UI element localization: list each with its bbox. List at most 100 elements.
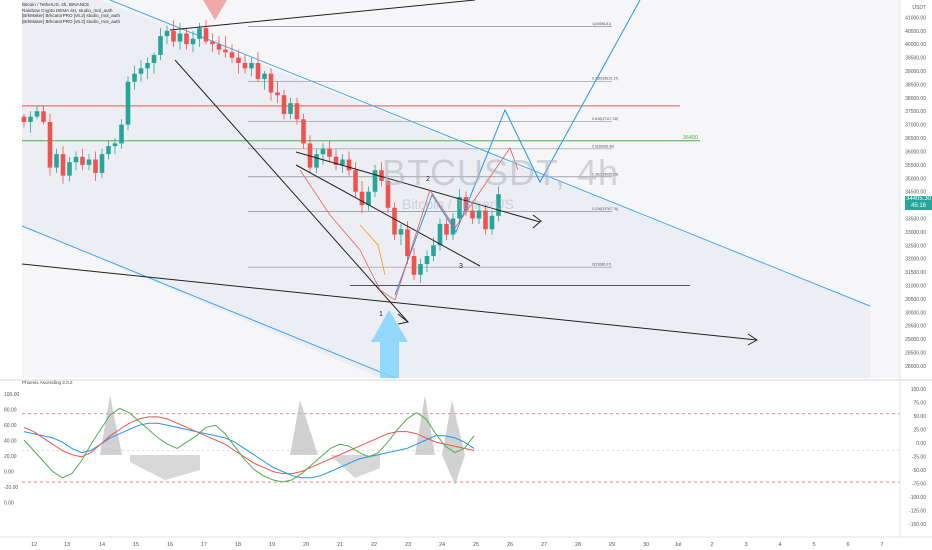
time-tick-label: 18: [235, 542, 241, 548]
time-tick-label: 3: [744, 542, 747, 548]
candle-body: [60, 154, 66, 176]
candle-body: [457, 197, 462, 219]
time-tick-label: 14: [99, 542, 105, 548]
buy-arrow: [371, 310, 408, 378]
candle-body: [99, 154, 105, 173]
candle-body: [255, 62, 261, 80]
time-tick-label: 17: [201, 542, 207, 548]
arrowhead: [747, 333, 758, 346]
candle-body: [145, 62, 150, 69]
price-tick-label: 35000.00: [905, 176, 926, 182]
time-tick-label: 25: [473, 542, 479, 548]
fib-level-label: 0.236(33767.76): [592, 207, 618, 211]
candle-body: [223, 49, 228, 53]
time-tick-label: 20: [303, 542, 309, 548]
candle-body: [21, 116, 27, 122]
candle-body: [359, 191, 365, 206]
wave-trendline: [174, 59, 409, 323]
fib-level-label: 0.382(35055.59): [592, 172, 618, 176]
candle-body: [262, 73, 267, 80]
channel-upper-line: [109, 0, 871, 307]
price-tick-label: 39500.00: [905, 56, 926, 62]
legend-indicator-3: [BrkMaker] BrkcatorPRO [v5.2] studio_mol…: [22, 18, 121, 24]
price-tick-label: 39000.00: [905, 69, 926, 75]
indicator-left-tick: 40.00: [4, 439, 17, 445]
candle-body: [28, 116, 33, 122]
last-price: 34405.30: [905, 196, 932, 202]
time-tick-label: 30: [643, 542, 649, 548]
candle-body: [424, 256, 430, 265]
candle-body: [190, 38, 196, 45]
price-tick-label: 40500.00: [905, 29, 926, 35]
price-tick-label: 37500.00: [905, 109, 926, 115]
fib-level-label: 0.5(36096.46): [592, 144, 614, 148]
candle-body: [242, 62, 248, 69]
candle-body: [444, 223, 449, 235]
long-trendline: [21, 263, 758, 341]
indicator-series-line: [23, 407, 475, 483]
orange-zigzag: [359, 224, 386, 276]
candle-body: [54, 154, 59, 168]
candle-body: [86, 159, 92, 165]
sell-arrow: [203, 0, 227, 20]
time-tick-label: 4: [778, 542, 781, 548]
candle-body: [171, 30, 176, 42]
price-tick-label: 28500.00: [905, 351, 926, 357]
candle-body: [327, 148, 332, 157]
watermark-subtitle: Bitcoin / TetherUS: [402, 196, 514, 212]
candle-body: [151, 54, 157, 63]
fib-level-label: 0.786(38619.17): [592, 77, 618, 81]
candle-body: [236, 57, 241, 63]
candle-body: [184, 33, 189, 45]
indicator-right-tick: -50.00: [912, 468, 926, 474]
time-tick-label: Jul: [674, 542, 681, 548]
upper-wedge-line: [295, 151, 541, 223]
candle-body: [353, 170, 358, 192]
indicator-right-tick: 100.00: [911, 387, 927, 393]
price-tick-label: 28000.00: [905, 364, 926, 370]
candle-body: [93, 159, 98, 173]
indicator-left-tick: 60.00: [4, 423, 17, 429]
candle-body: [119, 124, 124, 144]
time-tick-label: 22: [371, 542, 377, 548]
time-tick-label: 27: [541, 542, 547, 548]
arrowhead: [397, 313, 410, 325]
red-projection: [394, 147, 519, 301]
price-tick-label: 31500.00: [905, 270, 926, 276]
time-tick-label: 6: [846, 542, 849, 548]
indicator-right-tick: -150.00: [909, 522, 926, 528]
histogram-area: [290, 400, 318, 455]
indicator-left-tick: 80.00: [4, 408, 17, 414]
candle-body: [307, 143, 313, 168]
candle-body: [320, 148, 326, 155]
time-tick-label: 7: [880, 542, 883, 548]
candle-body: [268, 73, 274, 93]
candle-body: [275, 92, 280, 96]
indicator-right-tick: 75.00: [913, 401, 926, 407]
time-tick-label: 28: [575, 542, 581, 548]
legend-symbol: Bitcoin / TetherUS, 4h, BINANCE: [22, 2, 90, 7]
price-tick-label: 36000.00: [905, 149, 926, 155]
time-tick-label: 2: [710, 542, 713, 548]
candle-body: [177, 33, 183, 42]
channel-fill: [22, 0, 870, 378]
candle-body: [333, 156, 339, 165]
indicator-right-tick: 25.00: [913, 428, 926, 434]
time-tick-label: 23: [405, 542, 411, 548]
candle-body: [216, 44, 222, 50]
time-tick-label: 13: [64, 542, 70, 548]
wave-label-1: 1: [379, 311, 383, 318]
price-tick-label: 41000.00: [905, 15, 926, 21]
candle-body: [411, 256, 417, 275]
candle-body: [229, 52, 235, 58]
candle-body: [249, 62, 254, 69]
channel-lower-line: [21, 225, 396, 379]
time-tick-label: 16: [167, 542, 173, 548]
candle-body: [392, 207, 397, 235]
price-tick-label: 29500.00: [905, 324, 926, 330]
fib-level-label: 0.618(37117.28): [592, 117, 618, 121]
indicator-right-tick: 50.00: [913, 414, 926, 420]
time-tick-label: 21: [337, 542, 343, 548]
blue-projection: [394, 0, 641, 296]
